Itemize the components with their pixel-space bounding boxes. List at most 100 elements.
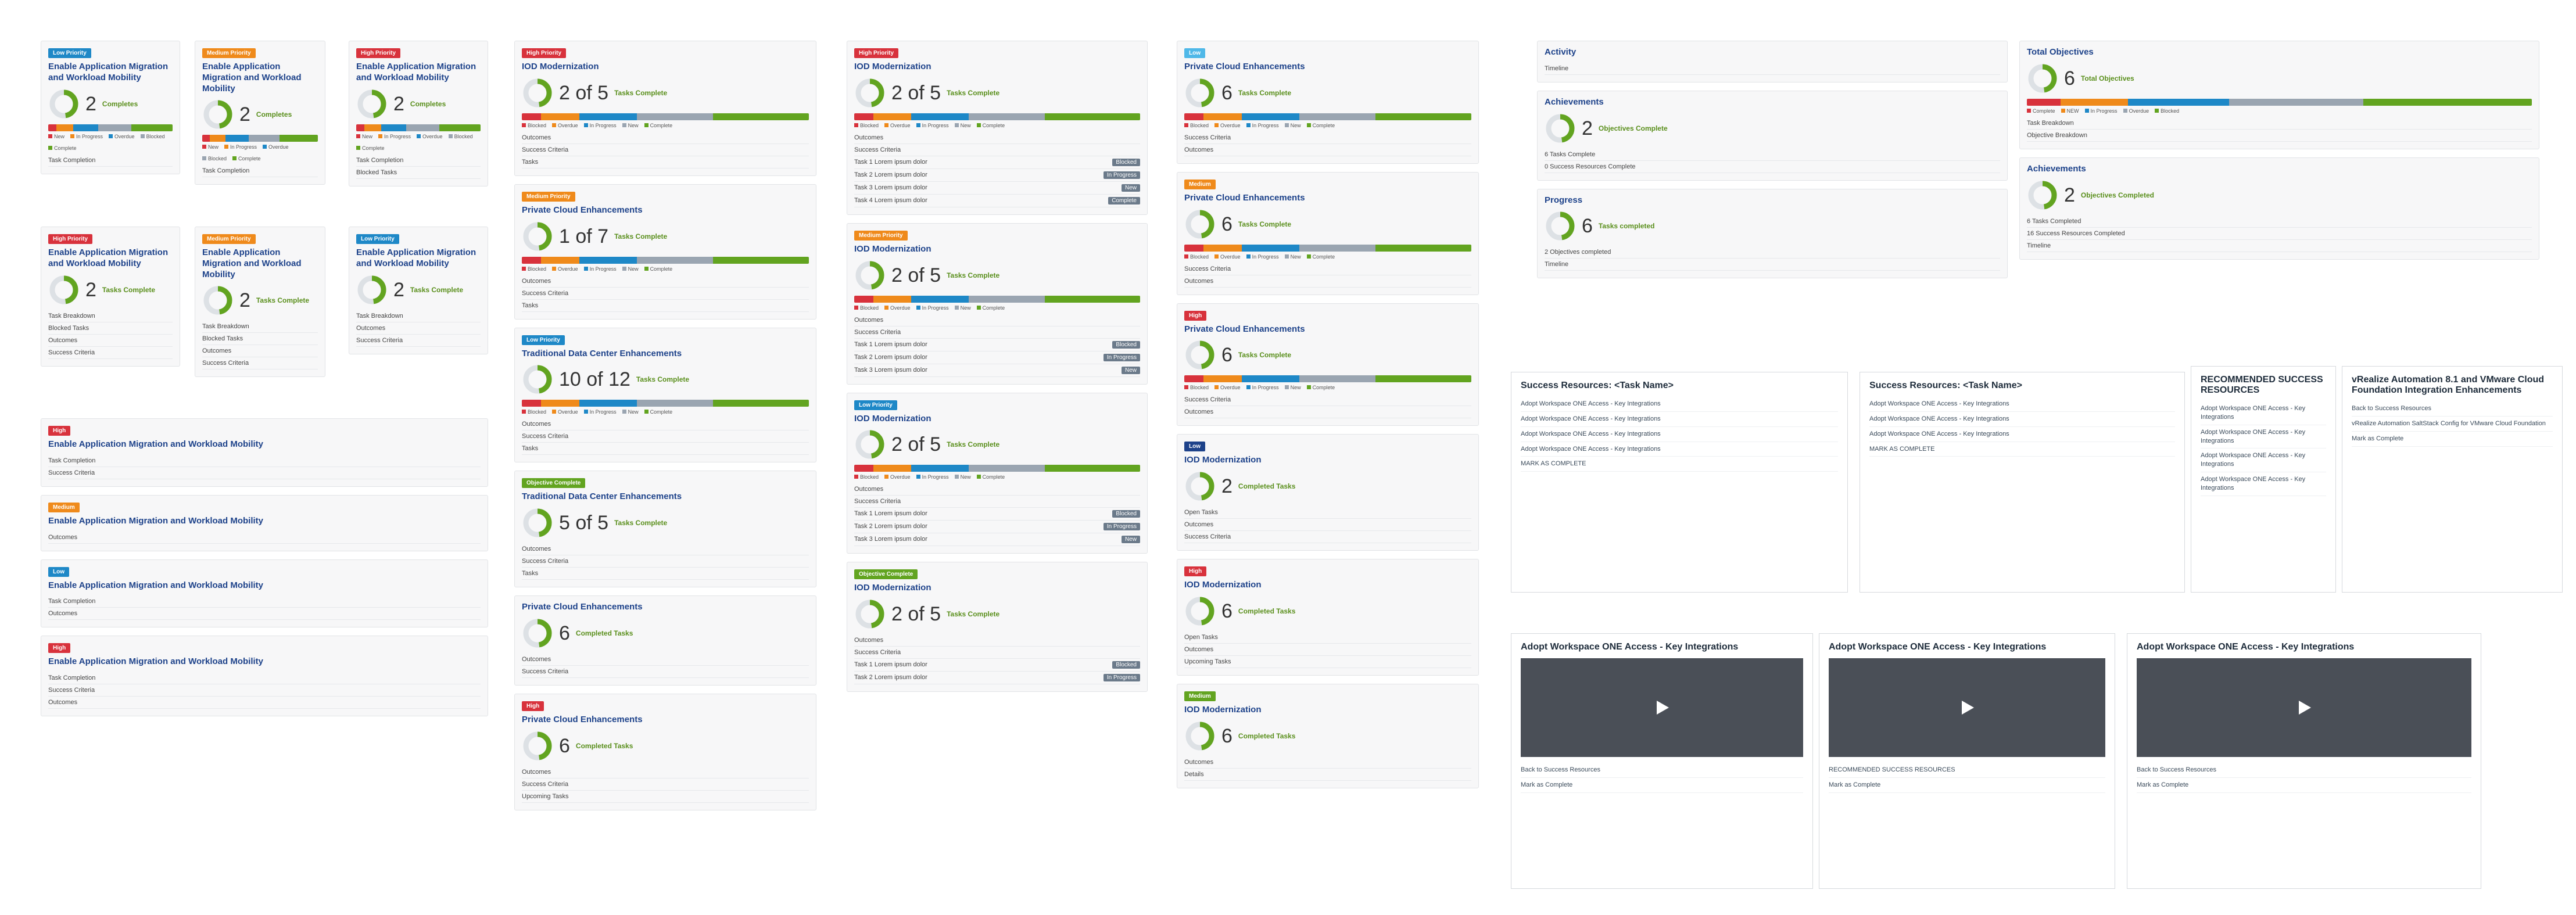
progress-donut [523,508,552,537]
legend-item: In Progress [584,266,617,272]
card: High IOD Modernization 6 Completed Tasks Ope… [1177,559,1479,676]
card: Medium Priority Private Cloud Enhancement… [514,184,816,320]
section-label: Task Breakdown [2027,117,2532,130]
summary-number: 2 [393,278,404,301]
column: High Enable Application Migration and Wor… [41,418,488,716]
card: Objective Complete Traditional Data Cente… [514,471,816,587]
progress-donut [1546,114,1575,142]
card-title: Enable Application Migration and Workloa… [48,62,169,82]
section-label: Success Criteria [522,778,809,791]
legend-item: In Progress [224,144,257,150]
section-label: Outcomes [1184,644,1471,656]
section-label: Success Criteria [48,684,481,697]
priority-tag: High Priority [356,48,401,58]
section-label: Outcomes [1184,275,1471,288]
summary-label: Tasks Complete [1238,220,1292,228]
play-icon[interactable] [1653,699,1671,716]
summary-row: 2 Completes [202,99,318,130]
section-label: 0 Success Resources Complete [1545,161,2000,173]
legend-item: New [622,123,639,128]
card-title: Progress [1545,195,1583,205]
priority-tag: Medium [1184,691,1216,701]
task-name: Task 3 Lorem ipsum dolor [854,184,927,191]
card-title: Achievements [2027,163,2086,174]
summary-row: 2 Completes [356,88,481,120]
section-label: Upcoming Tasks [522,791,809,803]
card-title: Private Cloud Enhancements [522,204,643,215]
legend-item: New [955,305,971,311]
section-label: Success Criteria [48,347,173,359]
legend-item: NEW [2061,108,2079,114]
summary-number: 2 [239,103,250,126]
bar-segment [202,135,210,142]
legend: Complete NEW In Progress Overdue Blocked [2027,108,2532,114]
bar-segment [131,124,173,131]
summary-label: Completes [256,110,292,119]
legend-item: Complete [2027,108,2055,114]
legend-item: Overdue [884,474,911,480]
bar-segment [248,135,280,142]
card: Low Priority Enable Application Migration… [41,41,180,174]
section-label: Success Criteria [1184,132,1471,144]
section-label: Task Breakdown [356,310,481,322]
bar-segment [968,295,1045,303]
resource-panel: Adopt Workspace ONE Access - Key Integra… [1819,633,2115,889]
card: Medium Private Cloud Enhancements 6 Tasks C… [1177,171,1479,295]
summary-number: 6 [559,734,570,757]
column: Low Priority Enable Application Migration… [41,41,180,174]
legend-item: Blocked [2155,108,2179,114]
progress-donut [523,731,552,760]
play-icon[interactable] [2295,699,2313,716]
card-title: Activity [1545,47,1577,57]
bar-segment [2060,98,2128,106]
summary-number: 5 of 5 [559,512,609,534]
summary-row: 6 Tasks Complete [1184,209,1471,240]
priority-tag: Low Priority [854,400,897,410]
bar-segment [636,113,714,120]
card: Achievements 2 Objectives Complete 6 Tasks … [1537,90,2008,181]
legend-item: New [622,409,639,415]
task-status: Blocked [1112,158,1140,166]
summary-number: 6 [1221,600,1233,622]
summary-number: 2 [393,92,404,115]
column: High Priority Enable Application Migratio… [349,41,488,186]
resource-link: Back to Success Resources [2137,763,2471,778]
summary-number: 6 [1221,213,1233,235]
section-label: Task Completion [48,155,173,167]
section-label: Outcomes [854,483,1140,496]
panel-title: Success Resources: <Task Name> [1521,381,1674,390]
summary-row: 2 Tasks Complete [202,285,318,316]
legend: New In Progress Overdue Blocked Complete [202,144,318,162]
card: Activity Timeline [1537,41,2008,82]
bar-segment [540,256,579,264]
task-status: New [1121,184,1140,192]
legend-item: New [955,123,971,128]
summary-number: 2 of 5 [891,433,941,456]
summary-row: 6 Completed Tasks [1184,720,1471,752]
summary-row: 2 Completed Tasks [1184,471,1471,502]
bar-segment [1241,113,1299,120]
bar-segment [579,400,637,407]
bar-segment [713,256,809,264]
panel-title: Adopt Workspace ONE Access - Key Integra… [1829,642,2047,652]
legend-item: Complete [1307,123,1335,128]
legend-item: Blocked [854,305,879,311]
legend-item: Overdue [1214,123,1241,128]
legend-item: In Progress [916,305,949,311]
legend: Blocked Overdue In Progress New Complete [522,266,809,272]
resource-link: Mark as Complete [1521,778,1803,793]
bar-segment [911,465,969,472]
card-title: Private Cloud Enhancements [1184,192,1305,203]
summary-label: Completes [102,99,138,108]
summary-label: Completed Tasks [575,741,633,750]
legend-item: New [955,474,971,480]
play-icon[interactable] [1958,699,1976,716]
bar-segment [356,124,365,131]
task-row: Task 2 Lorem ipsum dolor In Progress [854,169,1140,182]
legend-item: New [356,134,372,139]
summary-label: Objectives Completed [2080,191,2154,199]
legend-item: In Progress [378,134,411,139]
card: Achievements 2 Objectives Completed 6 Tasks… [2019,157,2539,260]
bar-segment [1375,244,1471,252]
progress-donut [855,78,884,107]
